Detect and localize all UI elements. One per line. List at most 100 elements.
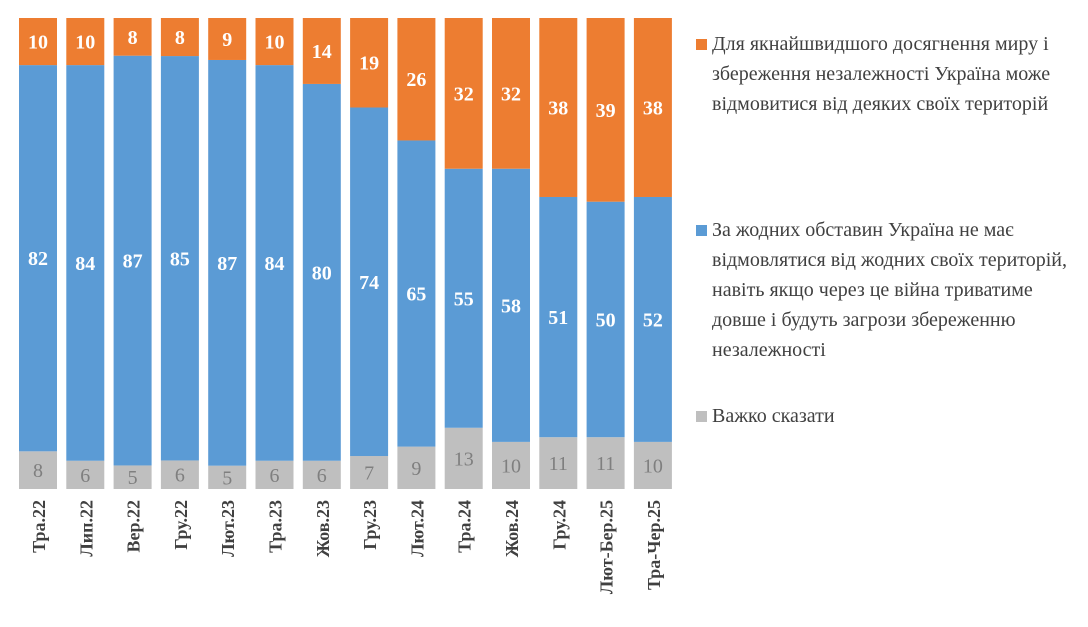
bar-segment-hard_to_say <box>302 460 341 489</box>
bar-segment-hard_to_say <box>160 460 199 489</box>
legend-swatch-hard-to-say <box>696 411 707 422</box>
data-label-no_concessions: 87 <box>123 251 143 273</box>
data-label-hard_to_say: 7 <box>364 463 374 485</box>
bar-segment-hard_to_say <box>255 460 294 489</box>
bar-segment-concessions <box>255 18 294 66</box>
x-tick-label: Жов.23 <box>313 500 333 557</box>
data-label-concessions: 9 <box>222 29 232 51</box>
bar-segment-no_concessions <box>255 65 294 461</box>
bar-segment-hard_to_say <box>492 441 530 489</box>
data-label-concessions: 14 <box>312 41 332 63</box>
legend-label-no-concessions: За жодних обставин Україна не має відмов… <box>712 219 1068 361</box>
data-label-hard_to_say: 5 <box>128 467 138 489</box>
data-label-concessions: 32 <box>501 83 521 105</box>
bar-segment-no_concessions <box>302 83 341 461</box>
x-tick-label: Тра.22 <box>29 500 49 553</box>
bar-segment-hard_to_say <box>397 446 436 489</box>
data-label-no_concessions: 65 <box>406 284 426 306</box>
bar-segment-no_concessions <box>492 168 530 442</box>
bar-segment-concessions <box>539 18 578 197</box>
data-label-concessions: 38 <box>548 97 568 119</box>
x-tick-label: Гру.23 <box>360 500 380 550</box>
x-tick-label: Лют.24 <box>407 500 427 557</box>
data-label-hard_to_say: 9 <box>411 458 421 480</box>
data-label-hard_to_say: 13 <box>454 448 474 470</box>
legend-label-hard-to-say: Важко сказати <box>712 405 835 427</box>
data-label-no_concessions: 84 <box>75 253 95 275</box>
data-label-concessions: 8 <box>128 27 138 49</box>
legend-swatch-concessions <box>696 39 707 50</box>
bar-segment-hard_to_say <box>633 441 672 489</box>
data-label-no_concessions: 50 <box>596 309 616 331</box>
data-label-hard_to_say: 6 <box>317 465 327 487</box>
data-label-concessions: 38 <box>643 97 663 119</box>
data-label-concessions: 39 <box>596 100 616 122</box>
bar-segment-no_concessions <box>444 168 483 428</box>
bar-segment-concessions <box>208 18 247 60</box>
x-tick-label: Гру.22 <box>171 500 191 550</box>
bar-segment-concessions <box>397 18 436 141</box>
data-label-hard_to_say: 11 <box>596 453 615 475</box>
bar-segment-concessions <box>633 18 672 197</box>
bar-segment-no_concessions <box>160 56 199 461</box>
data-label-concessions: 10 <box>265 32 285 54</box>
legend-label-concessions: Для якнайшвидшого досягнення миру і збер… <box>712 33 1051 115</box>
data-label-hard_to_say: 10 <box>501 455 521 477</box>
bar-segment-no_concessions <box>539 196 578 438</box>
bar-segment-concessions <box>444 18 483 169</box>
bar-segment-hard_to_say <box>444 427 483 489</box>
data-label-no_concessions: 58 <box>501 295 521 317</box>
x-tick-label: Лип.22 <box>76 500 96 557</box>
data-label-no_concessions: 51 <box>548 307 568 329</box>
bar-segment-hard_to_say <box>586 437 625 489</box>
data-label-concessions: 32 <box>454 83 474 105</box>
data-label-hard_to_say: 8 <box>33 460 43 482</box>
bar-segment-concessions <box>160 18 199 57</box>
x-tick-label: Вер.22 <box>124 500 144 553</box>
data-label-no_concessions: 82 <box>28 248 48 270</box>
bar-segment-concessions <box>113 18 152 56</box>
data-label-hard_to_say: 5 <box>222 467 232 489</box>
bar-segment-hard_to_say <box>539 437 578 489</box>
data-label-concessions: 10 <box>75 32 95 54</box>
x-tick-label: Лют.23 <box>218 500 238 557</box>
data-label-concessions: 26 <box>406 69 426 91</box>
bar-segment-hard_to_say <box>19 451 57 489</box>
x-tick-label: Лют-Бер.25 <box>597 500 617 594</box>
data-label-no_concessions: 55 <box>454 288 474 310</box>
bar-segment-no_concessions <box>113 55 152 466</box>
bar-segment-hard_to_say <box>66 460 105 489</box>
x-tick-label: Тра.23 <box>266 500 286 553</box>
data-label-hard_to_say: 6 <box>80 465 90 487</box>
data-label-no_concessions: 74 <box>359 272 379 294</box>
legend-swatch-no-concessions <box>696 225 707 236</box>
bar-segment-hard_to_say <box>350 456 389 489</box>
data-label-no_concessions: 80 <box>312 262 332 284</box>
bar-segment-concessions <box>66 18 105 66</box>
data-label-concessions: 19 <box>359 53 379 75</box>
x-tick-label: Гру.24 <box>549 500 569 550</box>
bar-segment-no_concessions <box>633 196 672 442</box>
data-label-hard_to_say: 10 <box>643 455 663 477</box>
data-label-concessions: 10 <box>28 32 48 54</box>
data-label-hard_to_say: 11 <box>549 453 568 475</box>
data-label-no_concessions: 84 <box>265 253 285 275</box>
legend-item-hard-to-say: Важко сказати <box>694 401 1084 431</box>
data-label-no_concessions: 85 <box>170 248 190 270</box>
data-label-no_concessions: 52 <box>643 309 663 331</box>
x-tick-label: Жов.24 <box>502 500 522 557</box>
bar-segment-concessions <box>492 18 530 169</box>
bar-segment-no_concessions <box>586 201 625 438</box>
bar-segment-concessions <box>350 18 389 108</box>
bar-segment-no_concessions <box>208 59 247 466</box>
data-label-hard_to_say: 6 <box>270 465 280 487</box>
bar-segment-concessions <box>586 18 625 202</box>
data-label-concessions: 8 <box>175 27 185 49</box>
data-label-hard_to_say: 6 <box>175 465 185 487</box>
bar-segment-no_concessions <box>397 140 436 447</box>
bar-segment-no_concessions <box>350 107 389 457</box>
x-tick-label: Тра.24 <box>455 500 475 553</box>
legend-item-concessions: Для якнайшвидшого досягнення миру і збер… <box>694 29 1084 119</box>
